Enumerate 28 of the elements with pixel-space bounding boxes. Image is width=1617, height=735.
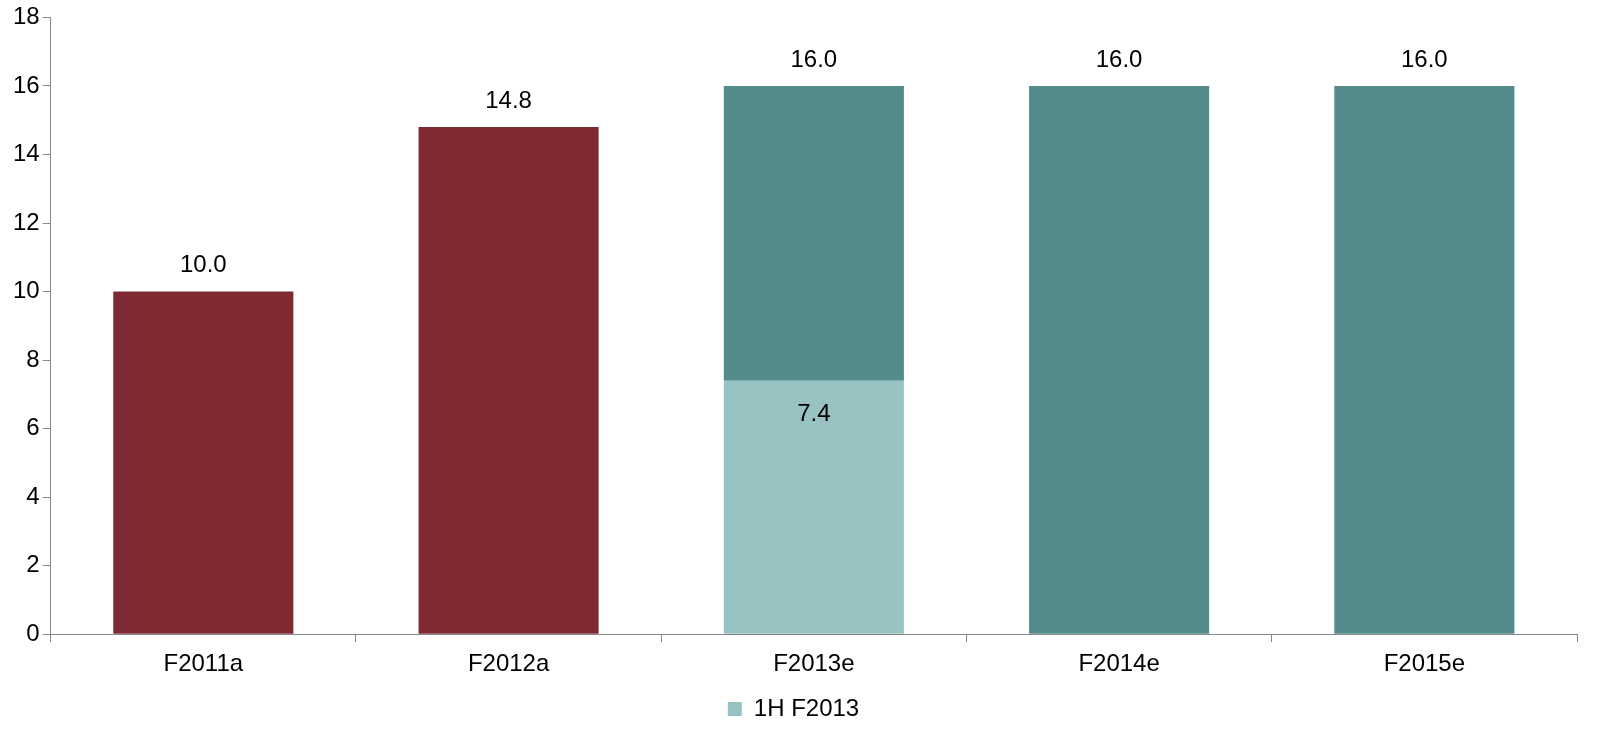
y-tick-label: 14 (12, 139, 40, 167)
x-tick-label: F2015e (1383, 649, 1466, 677)
bar (723, 380, 904, 634)
y-tick-label: 6 (26, 413, 40, 441)
bar (113, 291, 294, 634)
x-tick-label: F2011a (163, 649, 244, 677)
y-tick-label: 18 (12, 2, 40, 30)
bar (1334, 85, 1515, 634)
total-label: 16.0 (1401, 44, 1448, 72)
data-label: 7.4 (797, 399, 831, 427)
total-label: 14.8 (485, 85, 532, 113)
y-tick-label: 12 (12, 207, 40, 235)
y-tick-label: 10 (12, 276, 40, 304)
total-label: 10.0 (179, 250, 227, 278)
bar (1029, 85, 1210, 634)
y-tick-label: 8 (26, 344, 40, 372)
x-tick-label: F2014e (1078, 649, 1160, 677)
total-label: 16.0 (790, 44, 838, 72)
legend-label: 1H F2013 (753, 693, 860, 721)
y-tick-label: 0 (26, 618, 40, 646)
total-label: 16.0 (1095, 44, 1143, 72)
y-tick-label: 2 (26, 550, 40, 578)
x-tick-label: F2012a (467, 649, 550, 677)
y-tick-label: 16 (12, 70, 40, 98)
bar (418, 127, 599, 634)
y-tick-label: 4 (26, 481, 40, 509)
bar (723, 85, 904, 381)
x-tick-label: F2013e (773, 649, 855, 677)
